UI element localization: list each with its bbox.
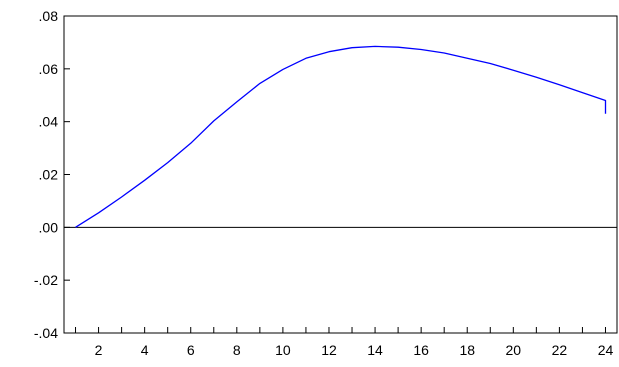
ticks-group [64,15,606,334]
x-tick-label: 24 [598,342,614,358]
x-tick-label: 22 [552,342,568,358]
x-tick-label: 10 [275,342,291,358]
plot-frame [63,15,618,334]
y-tick-label: .02 [39,167,59,183]
y-tick-label: .00 [39,219,59,235]
y-tick-label: -.02 [34,272,58,288]
series-group [75,45,607,228]
x-tick-label: 2 [95,342,103,358]
x-tick-label: 12 [321,342,337,358]
y-tick-label: .04 [39,114,59,130]
x-tick-label: 8 [233,342,241,358]
x-tick-label: 6 [187,342,195,358]
x-tick-label: 4 [141,342,149,358]
x-tick-label: 18 [459,342,475,358]
x-tick-label: 14 [367,342,383,358]
y-tick-label: -.04 [34,325,58,341]
x-tick-label: 20 [506,342,522,358]
y-tick-label: .08 [39,8,59,24]
x-tick-label: 16 [413,342,429,358]
y-tick-label: .06 [39,61,59,77]
axes-group [63,15,618,334]
series-line [75,45,607,228]
tick-labels-group: .08.06.04.02.00-.02-.042 4 6 8 10 12 14 16 18 20 2… [34,8,614,358]
